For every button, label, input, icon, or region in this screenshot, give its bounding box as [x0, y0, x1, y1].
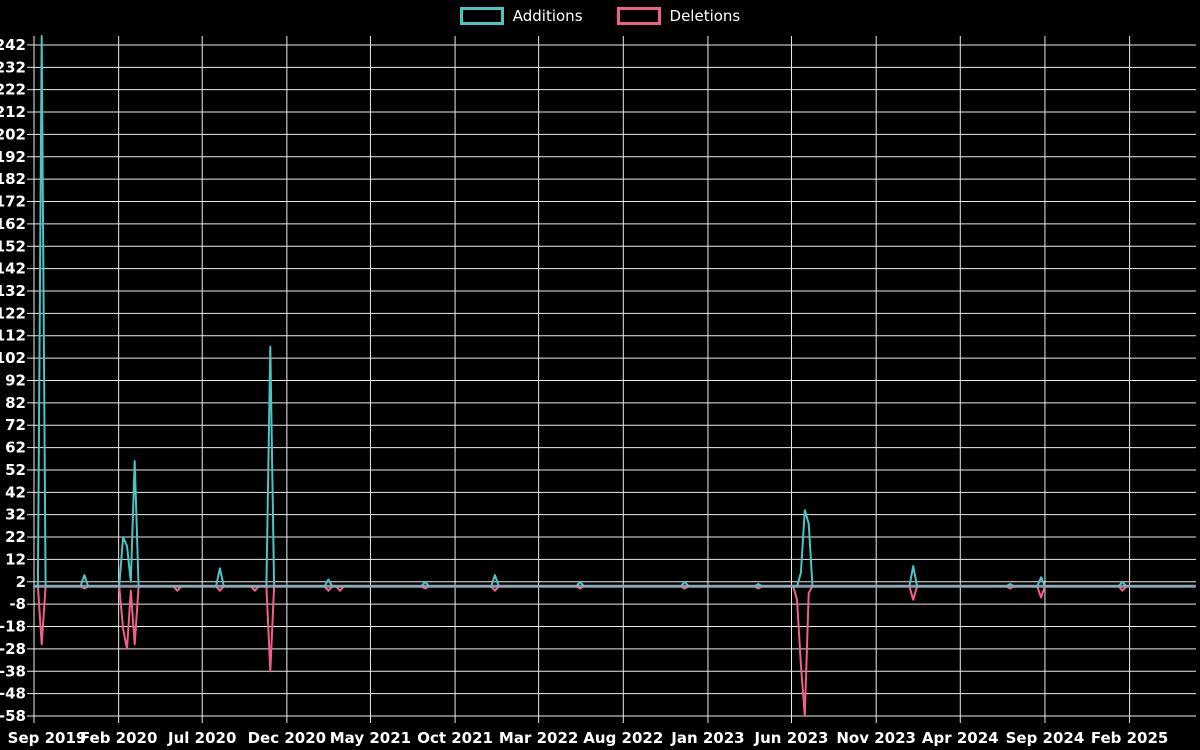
- y-tick-label: 62: [5, 439, 26, 457]
- y-tick-label: -8: [9, 595, 26, 613]
- y-tick-label: 222: [0, 81, 26, 99]
- y-tick-label: 102: [0, 349, 26, 367]
- y-tick-label: 92: [5, 371, 26, 389]
- x-tick-label: Feb 2025: [1091, 729, 1169, 747]
- y-tick-label: 72: [5, 416, 26, 434]
- y-tick-label: 82: [5, 394, 26, 412]
- x-tick-label: Jan 2023: [670, 729, 744, 747]
- y-tick-label: -48: [0, 685, 26, 703]
- additions-swatch: [459, 7, 504, 25]
- x-tick-label: Dec 2020: [248, 729, 327, 747]
- x-tick-label: Oct 2021: [417, 729, 493, 747]
- y-tick-label: -18: [0, 618, 26, 636]
- legend-label-deletions: Deletions: [669, 6, 741, 25]
- y-tick-label: 52: [5, 461, 26, 479]
- y-tick-label: 182: [0, 170, 26, 188]
- y-tick-label: 122: [0, 304, 26, 322]
- x-tick-label: May 2021: [330, 729, 411, 747]
- deletions-line: [33, 585, 1194, 717]
- x-tick-label: Mar 2022: [499, 729, 578, 747]
- y-tick-label: 192: [0, 148, 26, 166]
- legend-item-deletions[interactable]: Deletions: [616, 6, 741, 25]
- x-tick-label: Nov 2023: [836, 729, 916, 747]
- y-tick-label: 112: [0, 327, 26, 345]
- x-tick-label: Sep 2019: [8, 729, 87, 747]
- legend-item-additions[interactable]: Additions: [459, 6, 583, 25]
- y-tick-label: 42: [5, 483, 26, 501]
- deletions-swatch: [616, 7, 661, 25]
- x-tick-label: Apr 2024: [922, 729, 999, 747]
- x-tick-label: Sep 2024: [1006, 729, 1085, 747]
- legend-label-additions: Additions: [512, 6, 583, 25]
- y-tick-label: -38: [0, 662, 26, 680]
- y-tick-label: 132: [0, 282, 26, 300]
- y-tick-label: 2: [16, 573, 26, 591]
- y-tick-label: 22: [5, 528, 26, 546]
- y-tick-label: -28: [0, 640, 26, 658]
- y-tick-label: 162: [0, 215, 26, 233]
- x-tick-label: Jun 2023: [754, 729, 829, 747]
- x-tick-label: Jul 2020: [167, 729, 236, 747]
- y-tick-label: 232: [0, 58, 26, 76]
- y-tick-label: 142: [0, 260, 26, 278]
- y-tick-label: 212: [0, 103, 26, 121]
- y-tick-label: 152: [0, 237, 26, 255]
- y-tick-label: 202: [0, 125, 26, 143]
- y-tick-label: 172: [0, 193, 26, 211]
- additions-line: [33, 35, 1194, 588]
- y-tick-label: -58: [0, 707, 26, 725]
- y-tick-label: 32: [5, 506, 26, 524]
- chart-legend: Additions Deletions: [0, 7, 1200, 25]
- y-tick-label: 242: [0, 36, 26, 54]
- y-tick-label: 12: [5, 550, 26, 568]
- x-tick-label: Aug 2022: [583, 729, 663, 747]
- x-tick-label: Feb 2020: [80, 729, 158, 747]
